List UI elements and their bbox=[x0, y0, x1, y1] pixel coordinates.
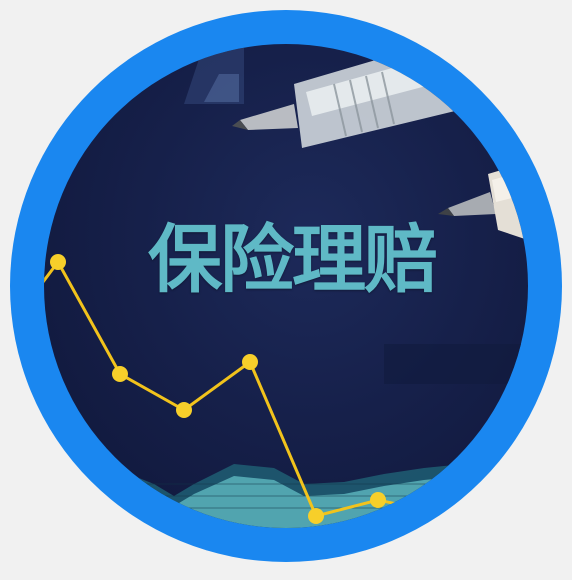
background-step bbox=[384, 344, 528, 384]
bar-chart-gridlines bbox=[44, 483, 528, 509]
pen-icon bbox=[438, 162, 528, 240]
line-point bbox=[50, 254, 66, 270]
line-chart-series bbox=[44, 259, 445, 518]
line-point bbox=[176, 402, 192, 418]
photo-caption: 保险理赔 bbox=[148, 217, 438, 303]
line-point bbox=[308, 508, 324, 524]
reflection-shape bbox=[184, 44, 244, 104]
line-point bbox=[112, 366, 128, 382]
photo-scene bbox=[44, 44, 528, 528]
line-point bbox=[242, 354, 258, 370]
reflection-shape bbox=[204, 74, 239, 102]
pen-icon bbox=[232, 44, 528, 148]
bar-chart-area-highlight bbox=[44, 468, 528, 528]
insurance-claim-photo: 保险理赔 bbox=[44, 44, 528, 528]
line-chart-points bbox=[50, 254, 386, 524]
line-point bbox=[370, 492, 386, 508]
